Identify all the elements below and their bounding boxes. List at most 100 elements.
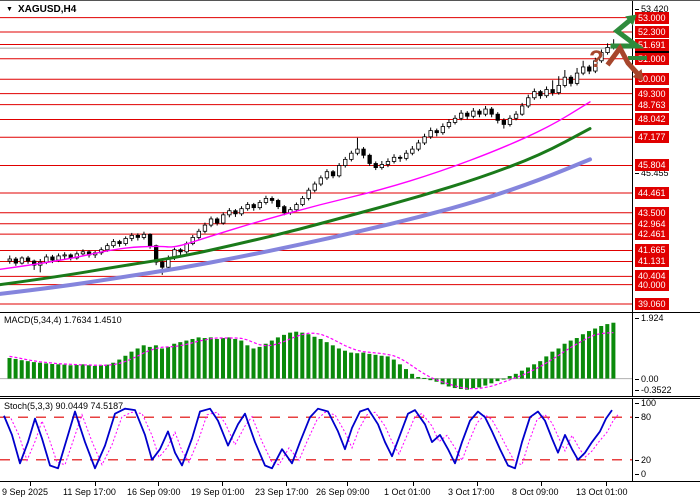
candle-body [312, 183, 317, 191]
level-price-label: 45.804 [635, 159, 669, 172]
time-axis-label: 23 Sep 17:00 [255, 487, 309, 497]
macd-bar [458, 378, 463, 390]
time-axis[interactable]: 9 Sep 2025 11 Sep 17:00 16 Sep 09:00 19 Sep… [0, 482, 700, 500]
macd-bar [349, 352, 354, 379]
candle-body [74, 253, 79, 259]
candle-body [410, 148, 415, 154]
macd-bar [343, 350, 347, 379]
candle-body [379, 164, 385, 168]
ma-mid-line [0, 127, 592, 287]
candle-body [294, 204, 299, 211]
macd-bar [208, 337, 213, 379]
macd-bar [568, 340, 573, 379]
macd-bar [446, 378, 451, 387]
candle-body [32, 260, 37, 266]
candle-body [355, 148, 360, 154]
macd-bar [507, 376, 512, 379]
level-price-label: 51.000 [635, 52, 669, 65]
candle-body [471, 110, 476, 117]
time-axis-label: 3 Oct 17:00 [448, 487, 495, 497]
time-axis-label: 13 Oct 01:00 [576, 487, 628, 497]
ma-fast-line [0, 101, 591, 270]
main-chart-panel: 51.51853.42045.45553.00052.30051.69151.0… [0, 1, 700, 313]
candle-body [196, 230, 202, 238]
macd-bar [38, 362, 42, 379]
candle-body [550, 89, 555, 94]
trend-down-arrow[interactable]: ? [589, 43, 644, 81]
level-price-label: 47.177 [635, 131, 669, 144]
macd-bar [300, 332, 305, 379]
candle-body [538, 91, 543, 97]
macd-bar [513, 373, 518, 379]
level-price-label: 44.461 [635, 187, 669, 200]
macd-bar [428, 378, 433, 381]
macd-bar [56, 364, 61, 379]
time-axis-label: 8 Oct 09:00 [512, 487, 559, 497]
macd-bar [92, 365, 97, 379]
macd-bar [129, 351, 134, 379]
macd-bar [153, 345, 158, 379]
candle-body [526, 97, 531, 107]
candle-body [56, 255, 61, 261]
candle-body [318, 177, 324, 185]
symbol-dropdown-icon[interactable]: ▼ [6, 5, 13, 13]
candle-body [507, 117, 513, 125]
candle-body [587, 66, 592, 72]
macd-bar [178, 342, 183, 379]
candle-body [373, 163, 378, 168]
macd-bar [288, 332, 293, 379]
macd-bar [422, 377, 427, 379]
macd-bar [227, 337, 232, 379]
candle-body [593, 60, 598, 72]
macd-bar [44, 363, 49, 379]
macd-bar [135, 348, 140, 379]
macd-signal-line [9, 332, 614, 390]
candle-body [117, 241, 122, 244]
time-axis-tick [347, 482, 348, 486]
macd-bar [263, 343, 268, 379]
candle-body [221, 214, 226, 224]
macd-bar [544, 356, 549, 379]
candle-body [501, 119, 507, 125]
candle-body [147, 233, 153, 247]
candle-body [135, 234, 141, 238]
candle-body [245, 204, 250, 210]
candle-body [19, 257, 25, 264]
time-axis-label: 1 Oct 01:00 [384, 487, 431, 497]
candle-body [343, 158, 348, 166]
macd-bar [397, 364, 402, 379]
candle-body [361, 148, 366, 156]
main-chart[interactable] [0, 1, 632, 312]
macd-label: MACD(5,34,4) 1.7634 1.4510 [4, 315, 122, 325]
stochastic-chart[interactable] [0, 399, 632, 481]
candle-body [208, 218, 214, 226]
candle-body [458, 112, 464, 119]
stochastic-axis[interactable]: 100 80 20 0 [632, 398, 700, 481]
macd-bar [202, 338, 207, 379]
candle-body [44, 256, 49, 263]
trend-up-arrow[interactable] [610, 14, 647, 60]
macd-chart[interactable] [0, 313, 632, 396]
macd-bar [269, 340, 274, 379]
ma-slow-line [0, 157, 592, 296]
macd-bar [318, 338, 323, 379]
macd-axis[interactable]: 1.924 0.00 -0.3522 [632, 313, 700, 396]
candle-body [404, 152, 409, 159]
macd-bar [105, 364, 110, 379]
macd-bar [587, 331, 591, 379]
macd-bar [538, 361, 543, 379]
level-price-label: 42.964 [635, 217, 669, 230]
price-axis[interactable]: 51.51853.42045.45553.00052.30051.69151.0… [632, 1, 700, 312]
macd-bar [172, 343, 177, 379]
candle-body [330, 171, 336, 177]
macd-bar [50, 364, 55, 379]
candle-body [50, 256, 55, 261]
macd-bar [257, 346, 262, 379]
candle-body [428, 130, 433, 138]
candle-body [556, 85, 561, 94]
macd-bar [483, 378, 488, 386]
macd-bar [465, 378, 469, 390]
level-price-label: 49.300 [635, 87, 669, 100]
candle-body [263, 198, 269, 203]
time-axis-label: 26 Sep 09:00 [316, 487, 370, 497]
